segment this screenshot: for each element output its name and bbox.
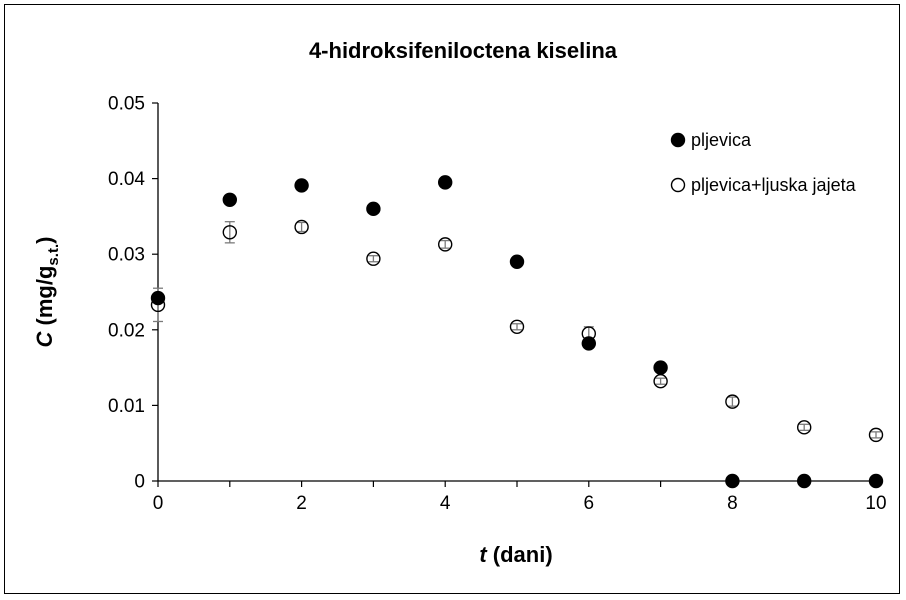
chart-title: 4-hidroksifeniloctena kiselina	[309, 38, 618, 63]
legend-label: pljevica	[691, 130, 752, 150]
y-tick-label: 0.04	[108, 169, 145, 190]
point-pljevica-ljuska	[725, 394, 740, 409]
point-pljevica-ljuska	[222, 225, 238, 240]
x-tick-label: 10	[865, 493, 886, 514]
point-pljevica-ljuska	[294, 219, 309, 235]
axes: 0 0.01 0.02 0.03 0.04 0.05 0 2 4 6 8 10	[108, 94, 887, 515]
x-tick-label: 2	[296, 493, 307, 514]
point-pljevica-ljuska	[438, 237, 453, 252]
point-pljevica	[581, 336, 596, 351]
legend: pljevica pljevica+ljuska jajeta	[670, 130, 857, 195]
point-pljevica	[725, 473, 740, 489]
legend-marker	[670, 177, 686, 193]
y-tick-label: 0.01	[108, 396, 145, 417]
y-tick-label: 0.03	[108, 245, 145, 266]
y-tick-label: 0.02	[108, 320, 145, 341]
point-pljevica-ljuska	[797, 420, 812, 435]
point-pljevica	[438, 175, 453, 190]
point-pljevica	[653, 360, 668, 375]
legend-marker	[670, 132, 686, 148]
x-tick-label: 6	[584, 493, 595, 514]
x-tick-label: 8	[727, 493, 738, 514]
x-tick-label: 0	[153, 493, 164, 514]
y-tick-label: 0	[134, 472, 145, 493]
point-pljevica-ljuska	[366, 251, 381, 266]
point-pljevica	[366, 201, 381, 217]
data-points	[150, 175, 884, 489]
point-pljevica	[797, 473, 812, 489]
point-pljevica-ljuska	[868, 427, 884, 443]
point-pljevica	[222, 192, 238, 207]
point-pljevica	[294, 178, 309, 193]
y-axis-label: C (mg/gs.t.)	[32, 237, 62, 348]
legend-label: pljevica+ljuska jajeta	[691, 175, 857, 195]
point-pljevica	[868, 473, 884, 489]
y-tick-label: 0.05	[108, 94, 145, 115]
x-tick-label: 4	[440, 493, 451, 514]
x-axis-label: t (dani)	[479, 542, 552, 567]
point-pljevica-ljuska	[509, 319, 525, 334]
point-pljevica	[509, 254, 525, 269]
point-pljevica	[150, 290, 166, 306]
